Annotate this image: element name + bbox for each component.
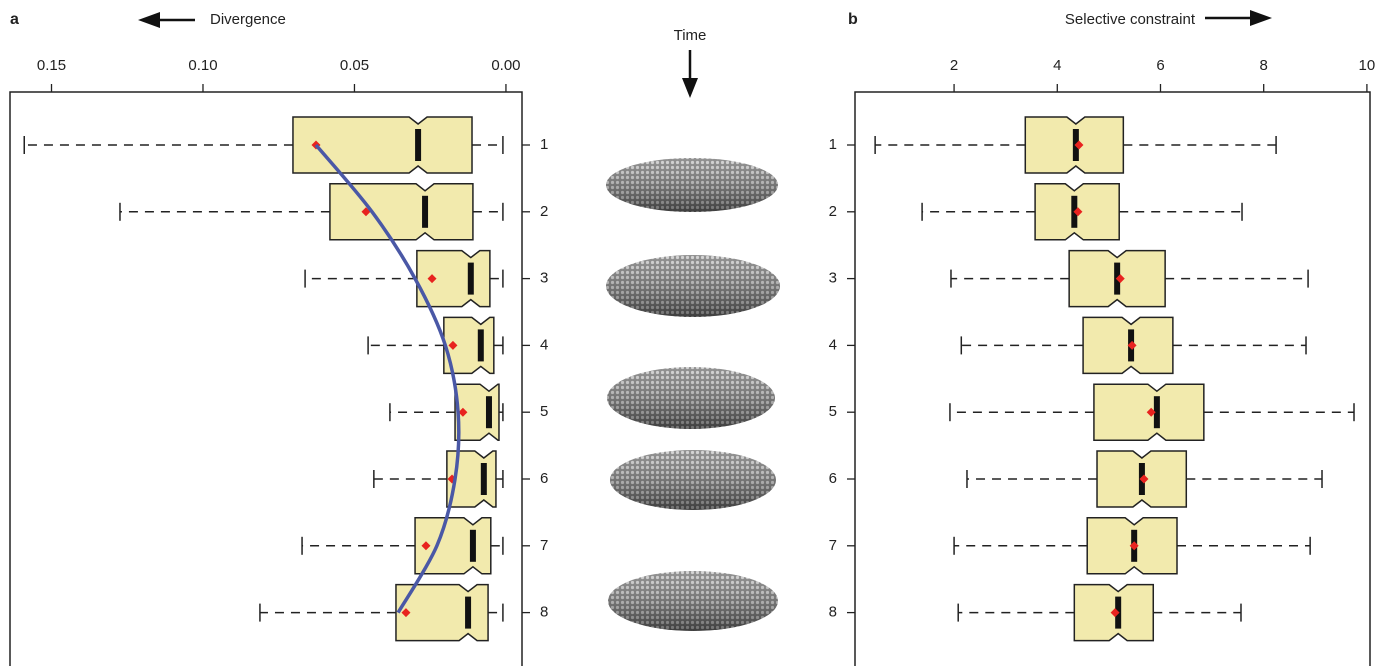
constraint-arrow (1205, 10, 1272, 26)
y-tick-label: 4 (829, 336, 837, 353)
embryo-images (606, 158, 780, 631)
y-tick-label: 5 (540, 403, 548, 420)
box (330, 184, 473, 240)
median (468, 263, 474, 295)
page: {"chart_data": [ {"type": "boxplot", "pa… (0, 0, 1390, 666)
x-tick-label: 2 (950, 57, 958, 74)
x-tick-label: 0.15 (37, 57, 66, 74)
plot-frame (855, 92, 1370, 666)
y-tick-label: 3 (829, 270, 837, 287)
panel-letter: a (10, 11, 19, 28)
time-label: Time (674, 27, 707, 44)
plot-frame (10, 92, 522, 666)
x-tick-label: 0.10 (188, 57, 217, 74)
axis-label: Selective constraint (1065, 11, 1196, 28)
median (486, 396, 492, 428)
median (478, 329, 484, 361)
y-tick-label: 5 (829, 403, 837, 420)
time-arrow (682, 50, 698, 98)
y-tick-label: 8 (540, 604, 548, 621)
divergence-arrow (138, 12, 195, 28)
x-tick-label: 0.05 (340, 57, 369, 74)
panel-letter: b (848, 11, 858, 28)
x-tick-label: 10 (1359, 57, 1376, 74)
y-tick-label: 2 (829, 203, 837, 220)
y-tick-label: 1 (829, 136, 837, 153)
median (481, 463, 487, 495)
median (465, 597, 471, 629)
y-tick-label: 8 (829, 604, 837, 621)
x-tick-label: 8 (1260, 57, 1268, 74)
y-tick-label: 3 (540, 270, 548, 287)
x-tick-label: 0.00 (491, 57, 520, 74)
y-tick-label: 2 (540, 203, 548, 220)
y-tick-label: 7 (540, 537, 548, 554)
x-tick-label: 4 (1053, 57, 1061, 74)
axis-label: Divergence (210, 11, 286, 28)
median (415, 129, 421, 161)
figure: Time a Divergence 0.15 0.10 0.05 0.00 1 2 3 4 5 6 7 8… (0, 0, 1390, 666)
x-tick-label: 6 (1156, 57, 1164, 74)
median (470, 530, 476, 562)
y-tick-label: 4 (540, 336, 548, 353)
y-tick-label: 6 (540, 470, 548, 487)
median (422, 196, 428, 228)
y-tick-label: 7 (829, 537, 837, 554)
y-tick-label: 6 (829, 470, 837, 487)
y-tick-label: 1 (540, 136, 548, 153)
